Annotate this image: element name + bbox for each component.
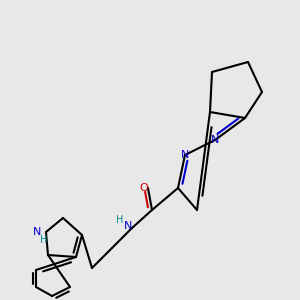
Text: H: H [40, 235, 48, 245]
Text: H: H [116, 215, 124, 225]
Text: N: N [181, 150, 189, 160]
Text: N: N [33, 227, 41, 237]
Text: N: N [211, 135, 219, 145]
Text: O: O [140, 183, 148, 193]
Text: N: N [124, 221, 132, 231]
